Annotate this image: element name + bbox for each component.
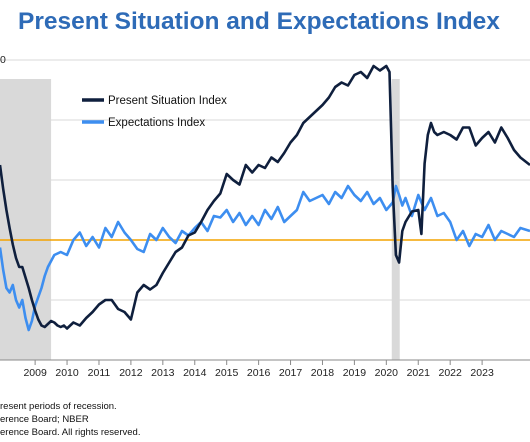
footnote-copyright: erence Board. All rights reserved.: [0, 427, 141, 438]
series-lines: [0, 64, 530, 332]
legend-label-expectations: Expectations Index: [108, 117, 205, 129]
x-tick-label: 2023: [470, 367, 494, 379]
chart-title: Present Situation and Expectations Index: [18, 8, 500, 35]
x-axis: 2009 2010 2011 2012 2013 2014 2015 2016 2017 2018…: [0, 359, 530, 379]
x-tick-label: 2010: [55, 367, 79, 379]
x-tick-label: 2017: [279, 367, 303, 379]
x-tick-label: 2016: [247, 367, 271, 379]
present-situation-line: [0, 64, 530, 330]
recession-band: [391, 79, 400, 360]
x-tick-label: 2019: [343, 367, 367, 379]
x-tick-label: 2009: [23, 367, 47, 379]
footnote-source: erence Board; NBER: [0, 414, 89, 425]
x-tick-label: 2012: [119, 367, 143, 379]
x-tick-label: 2013: [151, 367, 175, 379]
y-tick-label: 0: [0, 54, 6, 66]
legend: Present Situation Index Expectations Ind…: [82, 95, 227, 129]
expectations-line: [0, 184, 530, 332]
x-tick-label: 2021: [407, 367, 431, 379]
footnote-recession: resent periods of recession.: [0, 401, 117, 412]
x-tick-label: 2020: [375, 367, 399, 379]
x-tick-label: 2015: [215, 367, 239, 379]
x-tick-label: 2014: [183, 367, 207, 379]
x-tick-label: 2011: [88, 367, 111, 379]
x-tick-label: 2022: [439, 367, 463, 379]
legend-label-present: Present Situation Index: [108, 95, 227, 107]
x-tick-label: 2018: [311, 367, 335, 379]
